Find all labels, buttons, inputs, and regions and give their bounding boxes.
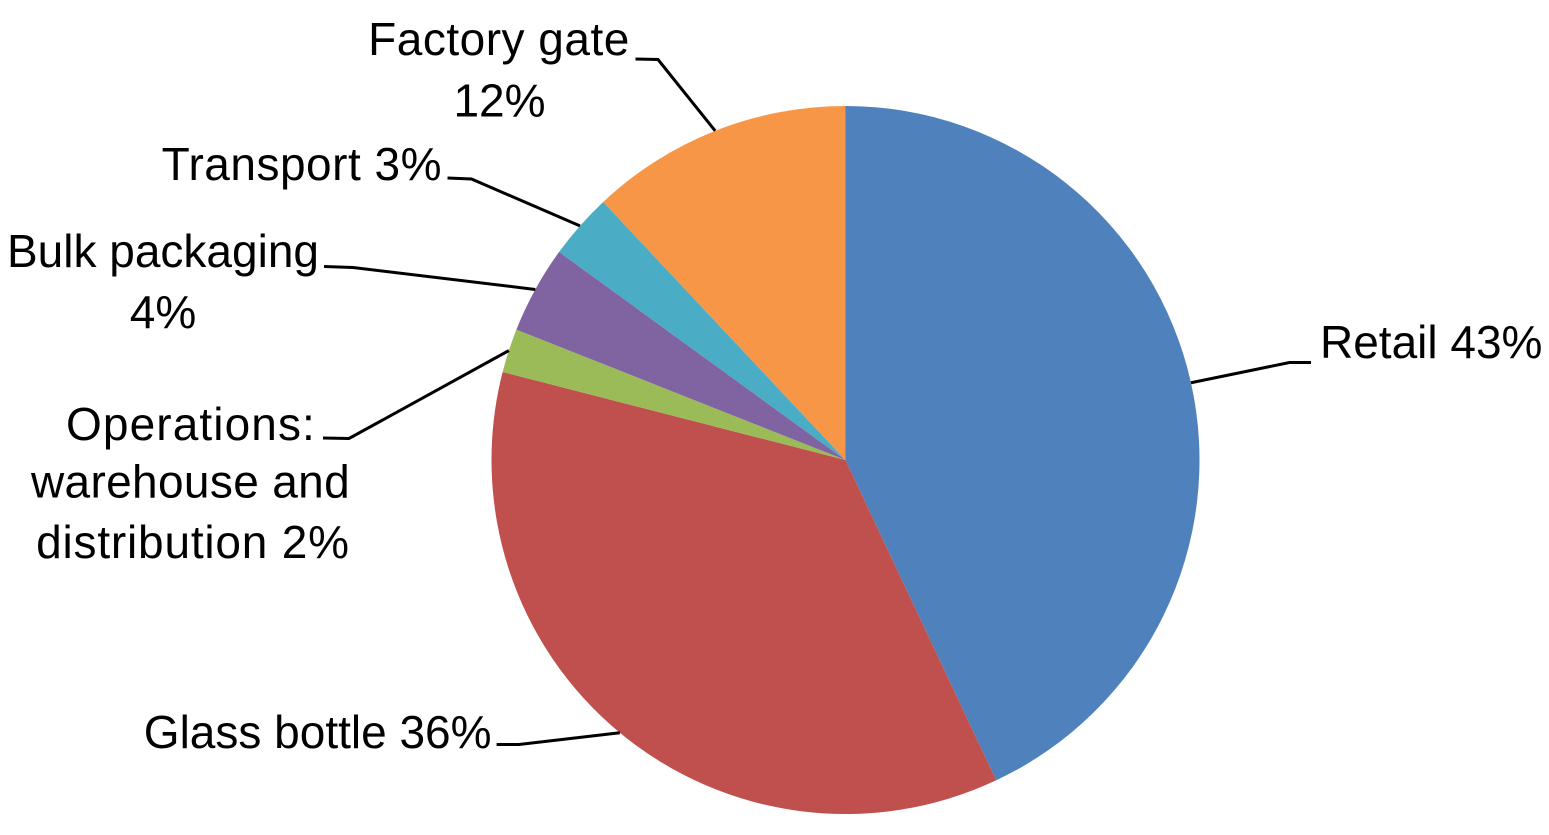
svg-text:distribution 2%: distribution 2% (36, 516, 350, 568)
svg-text:Transport 3%: Transport 3% (162, 138, 442, 190)
svg-text:Retail 43%: Retail 43% (1320, 316, 1542, 368)
svg-text:warehouse and: warehouse and (30, 456, 350, 508)
svg-text:Bulk packaging: Bulk packaging (7, 225, 319, 277)
svg-text:12%: 12% (453, 75, 545, 127)
svg-text:Factory gate: Factory gate (368, 13, 630, 65)
svg-text:Glass bottle 36%: Glass bottle 36% (144, 706, 492, 758)
svg-text:Operations:: Operations: (66, 398, 316, 450)
svg-text:4%: 4% (130, 286, 196, 338)
